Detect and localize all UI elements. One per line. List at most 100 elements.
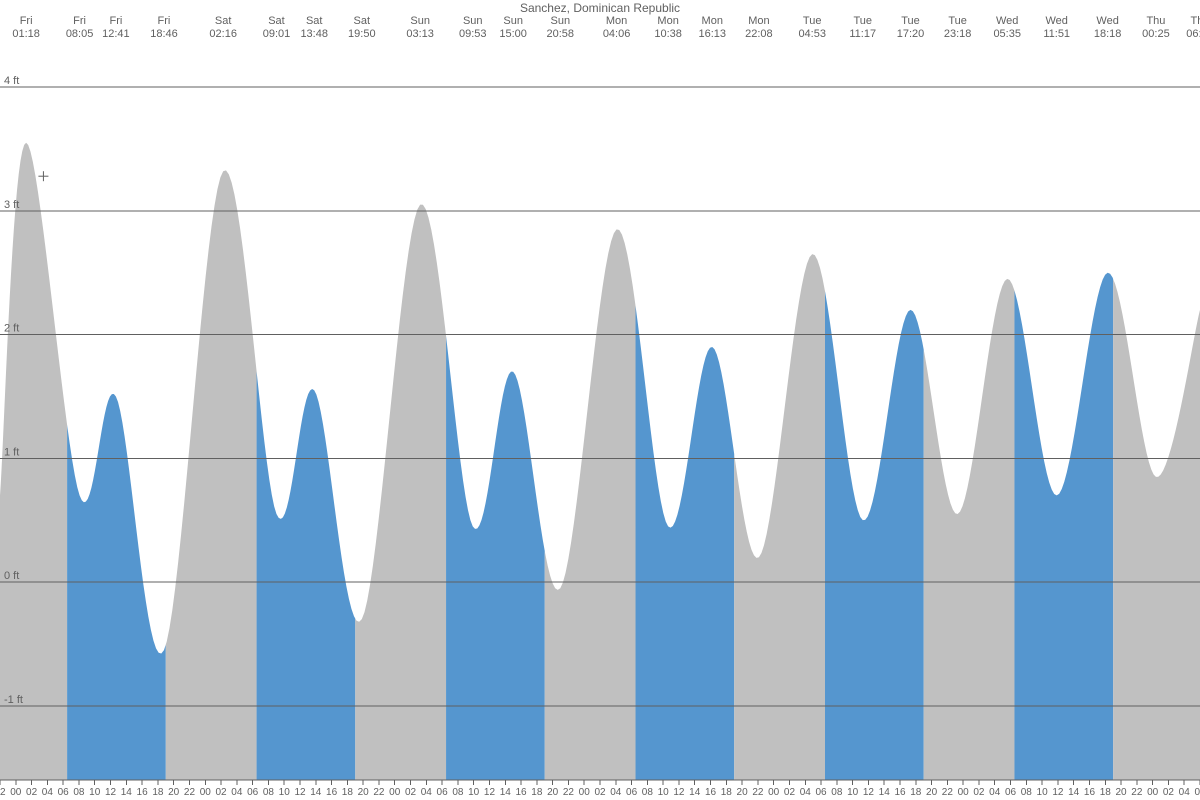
x-tick-label: 04 (800, 787, 812, 798)
x-tick-label: 04 (610, 787, 622, 798)
header-time: 04:53 (798, 28, 826, 40)
header-time: 09:01 (263, 28, 291, 40)
x-tick-label: 00 (958, 787, 970, 798)
header-day: Sun (551, 15, 571, 27)
header-day: Mon (657, 15, 678, 27)
x-tick-label: 12 (105, 787, 117, 798)
x-tick-label: 02 (26, 787, 38, 798)
x-tick-label: 20 (737, 787, 749, 798)
header-day: Sat (306, 15, 323, 27)
tide-chart: -1 ft0 ft1 ft2 ft3 ft4 ft220002040608101… (0, 0, 1200, 800)
header-day: Tue (803, 15, 822, 27)
header-day: Sat (354, 15, 371, 27)
header-time: 08:05 (66, 28, 94, 40)
x-tick-label: 06 (58, 787, 70, 798)
x-tick-label: 02 (594, 787, 606, 798)
x-tick-label: 18 (152, 787, 164, 798)
header-time: 12:41 (102, 28, 130, 40)
x-tick-label: 20 (358, 787, 370, 798)
header-time: 17:20 (897, 28, 925, 40)
x-tick-label: 10 (847, 787, 859, 798)
x-tick-label: 04 (421, 787, 433, 798)
x-tick-label: 06 (247, 787, 259, 798)
x-tick-label: 20 (168, 787, 180, 798)
header-time: 04:06 (603, 28, 631, 40)
x-tick-label: 20 (547, 787, 559, 798)
header-time: 00:25 (1142, 28, 1170, 40)
header-time: 23:18 (944, 28, 972, 40)
x-tick-label: 18 (721, 787, 733, 798)
x-tick-label: 16 (326, 787, 338, 798)
x-tick-label: 20 (1115, 787, 1127, 798)
x-tick-label: 00 (579, 787, 591, 798)
x-tick-label: 10 (1037, 787, 1049, 798)
header-day: Tue (948, 15, 967, 27)
x-tick-label: 06 (1005, 787, 1017, 798)
x-tick-label: 16 (894, 787, 906, 798)
x-tick-label: 00 (200, 787, 212, 798)
x-tick-label: 12 (673, 787, 685, 798)
x-tick-label: 14 (121, 787, 133, 798)
x-tick-label: 04 (42, 787, 54, 798)
x-tick-label: 14 (500, 787, 512, 798)
x-tick-label: 08 (831, 787, 843, 798)
header-time: 11:51 (1043, 28, 1070, 40)
x-tick-label: 02 (215, 787, 227, 798)
x-tick-label: 00 (1147, 787, 1159, 798)
x-tick-label: 16 (137, 787, 149, 798)
marker-cross (38, 171, 48, 181)
x-tick-label: 08 (73, 787, 85, 798)
x-tick-label: 00 (10, 787, 22, 798)
header-time: 02:16 (209, 28, 237, 40)
header-day: Thu (1191, 15, 1200, 27)
y-tick-label: 0 ft (4, 570, 19, 582)
x-tick-label: 18 (1100, 787, 1112, 798)
header-day: Sat (268, 15, 285, 27)
x-axis: 2200020406081012141618202200020406081012… (0, 780, 1200, 798)
x-tick-label: 14 (1068, 787, 1080, 798)
x-tick-label: 12 (863, 787, 875, 798)
header-day: Wed (996, 15, 1018, 27)
x-tick-label: 22 (942, 787, 954, 798)
x-tick-label: 02 (973, 787, 985, 798)
x-tick-label: 12 (294, 787, 306, 798)
x-tick-label: 08 (263, 787, 275, 798)
x-tick-label: 08 (1021, 787, 1033, 798)
y-tick-label: -1 ft (4, 694, 23, 706)
x-tick-label: 10 (89, 787, 101, 798)
header-time: 13:48 (300, 28, 328, 40)
header-time: 16:13 (698, 28, 726, 40)
header-day: Tue (853, 15, 872, 27)
x-tick-label: 06 (437, 787, 449, 798)
header-time: 10:38 (654, 28, 682, 40)
y-tick-label: 4 ft (4, 75, 19, 87)
header-day: Fri (109, 15, 122, 27)
x-tick-label: 02 (1163, 787, 1175, 798)
x-tick-label: 14 (879, 787, 891, 798)
x-tick-label: 20 (926, 787, 938, 798)
header-time: 11:17 (849, 28, 876, 40)
x-tick-label: 04 (1179, 787, 1191, 798)
header-time: 18:18 (1094, 28, 1122, 40)
header-time: 06:12 (1186, 28, 1200, 40)
x-tick-label: 10 (468, 787, 480, 798)
header-day: Sat (215, 15, 232, 27)
header-time: 09:53 (459, 28, 487, 40)
header-time: 03:13 (406, 28, 434, 40)
header-day: Mon (748, 15, 769, 27)
x-tick-label: 22 (752, 787, 764, 798)
x-tick-label: 08 (452, 787, 464, 798)
x-tick-label: 04 (231, 787, 243, 798)
header-time: 15:00 (499, 28, 527, 40)
header-day: Wed (1096, 15, 1118, 27)
x-tick-label: 10 (279, 787, 291, 798)
x-tick-label: 22 (184, 787, 196, 798)
header-time: 05:35 (993, 28, 1021, 40)
header-labels: Fri01:18Fri08:05Fri12:41Fri18:46Sat02:16… (12, 15, 1200, 40)
chart-title: Sanchez, Dominican Republic (520, 1, 680, 15)
x-tick-label: 18 (531, 787, 543, 798)
x-tick-label: 22 (1131, 787, 1143, 798)
header-day: Thu (1146, 15, 1165, 27)
y-tick-label: 2 ft (4, 323, 19, 335)
x-tick-label: 00 (768, 787, 780, 798)
